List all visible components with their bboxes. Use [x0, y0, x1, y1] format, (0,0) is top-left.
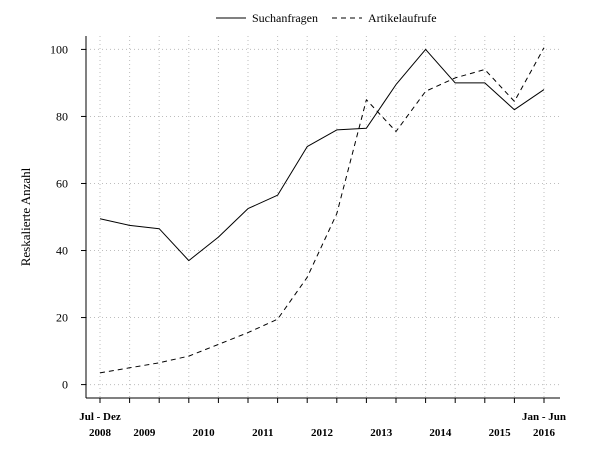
- x-tick-label-0: 2008: [89, 427, 112, 439]
- series-lines: [99, 47, 545, 374]
- x-axis-ticks: Jul - Dez 2008 2009 2010 2011 2012 2013 2014 201…: [79, 398, 566, 439]
- x-tick-label-top-8: Jan - Jun: [522, 411, 566, 423]
- y-tick-label-80: 80: [56, 109, 68, 123]
- x-tick-label-1: 2009: [133, 427, 156, 439]
- series-line-0: [99, 48, 545, 262]
- legend-label-1: Artikelaufrufe: [368, 11, 437, 25]
- x-tick-label-2: 2010: [193, 427, 216, 439]
- y-axis-ticks: 0 20 40 60 80 100: [50, 42, 86, 392]
- x-tick-label-top-0: Jul - Dez: [79, 411, 121, 423]
- y-tick-label-40: 40: [56, 244, 68, 258]
- grid: [86, 36, 560, 398]
- x-tick-label-5: 2013: [370, 427, 393, 439]
- x-tick-label-4: 2012: [311, 427, 334, 439]
- y-tick-label-20: 20: [56, 311, 68, 325]
- axes: [85, 36, 560, 399]
- legend: Suchanfragen Artikelaufrufe: [216, 11, 437, 25]
- x-tick-label-6: 2014: [429, 427, 452, 439]
- y-tick-label-100: 100: [50, 42, 68, 56]
- y-tick-label-60: 60: [56, 176, 68, 190]
- y-tick-label-0: 0: [62, 378, 68, 392]
- series-line-1: [99, 47, 545, 374]
- x-tick-label-8: 2016: [533, 427, 556, 439]
- legend-label-0: Suchanfragen: [252, 11, 318, 25]
- x-tick-label-3: 2011: [252, 427, 273, 439]
- x-tick-label-7: 2015: [489, 427, 512, 439]
- y-axis-label: Reskalierte Anzahl: [18, 167, 33, 266]
